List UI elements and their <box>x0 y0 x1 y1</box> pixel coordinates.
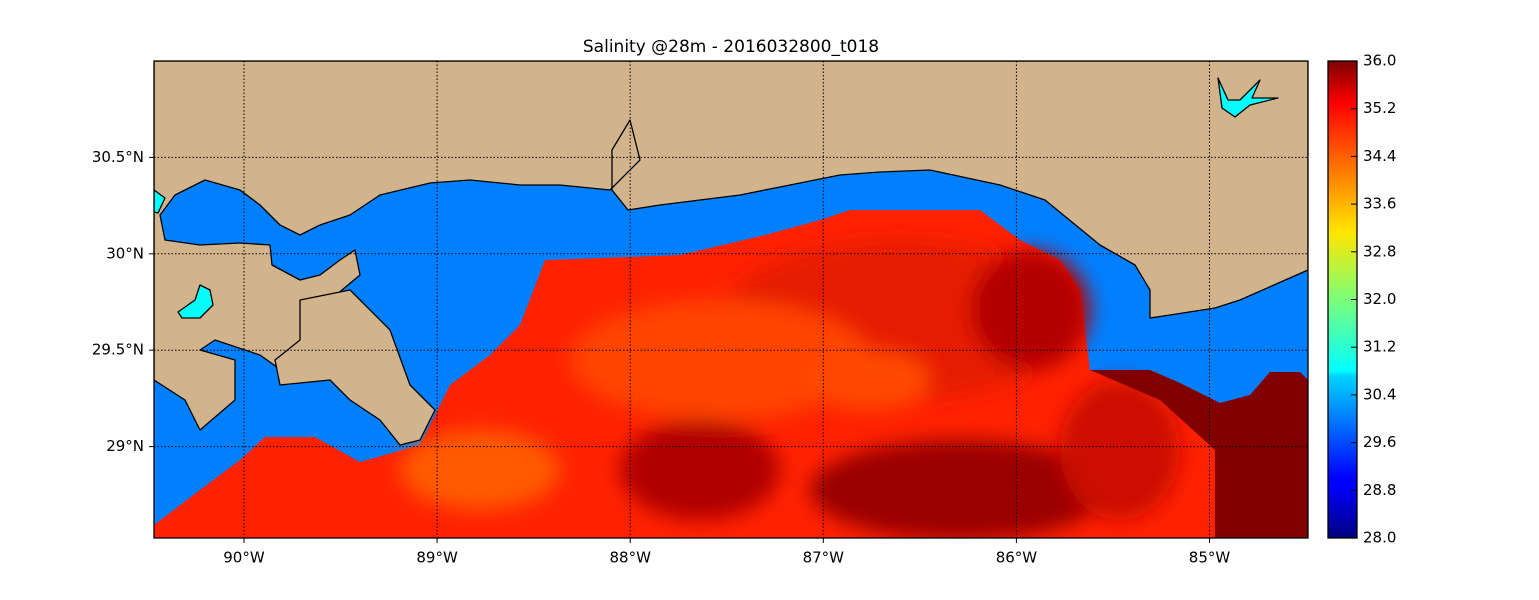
colorbar-tick-label: 33.6 <box>1363 195 1396 213</box>
colorbar-tick-label: 28.0 <box>1363 529 1396 547</box>
colorbar-tick-label: 35.2 <box>1363 99 1396 117</box>
map-frame <box>153 60 1309 539</box>
colorbar-tick-label: 32.8 <box>1363 242 1396 260</box>
colorbar-tick-label: 28.8 <box>1363 481 1396 499</box>
salinity-field <box>154 210 1308 538</box>
y-tick-label: 30.5°N <box>92 148 144 166</box>
lake <box>177 284 214 319</box>
x-tick-label: 88°W <box>609 549 651 567</box>
x-tick-label: 89°W <box>416 549 458 567</box>
colorbar-tick-label: 29.6 <box>1363 433 1396 451</box>
y-tick-label: 30°N <box>106 244 144 262</box>
colorbar-tick-label: 32.0 <box>1363 290 1396 308</box>
y-tick-label: 29.5°N <box>92 341 144 359</box>
colorbar-tick-label: 31.2 <box>1363 338 1396 356</box>
map <box>154 61 1308 538</box>
delta <box>274 289 436 446</box>
x-tick-label: 90°W <box>223 549 265 567</box>
lake <box>154 189 166 214</box>
chart-title: Salinity @28m - 2016032800_t018 <box>583 37 879 57</box>
colorbar-tick-label: 34.4 <box>1363 147 1396 165</box>
x-tick-label: 86°W <box>996 549 1038 567</box>
lake <box>1217 77 1279 118</box>
x-tick-label: 85°W <box>1189 549 1231 567</box>
colorbar-tick-label: 36.0 <box>1363 52 1396 70</box>
y-tick-label: 29°N <box>106 437 144 455</box>
colorbar-tick-label: 30.4 <box>1363 385 1396 403</box>
x-tick-label: 87°W <box>803 549 845 567</box>
